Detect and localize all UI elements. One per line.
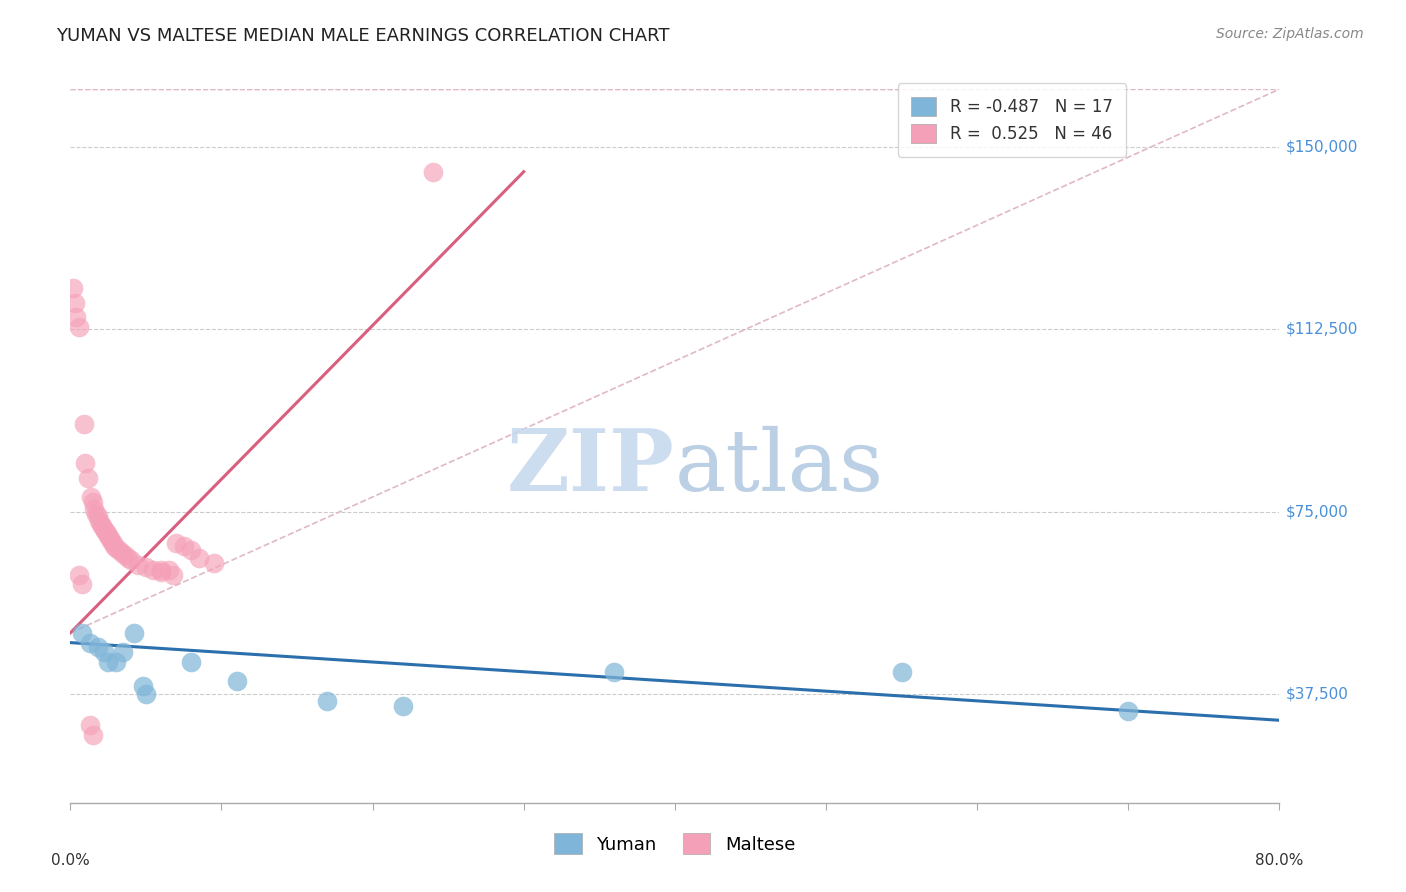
Point (422, 165, 444, 179)
Point (91, 519, 114, 533)
Text: ZIP: ZIP (508, 425, 675, 509)
Text: 0.0%: 0.0% (51, 853, 90, 868)
Point (165, 536, 187, 550)
Point (202, 556, 225, 570)
Point (180, 543, 202, 558)
Point (316, 694, 339, 708)
Text: 80.0%: 80.0% (1256, 853, 1303, 868)
Point (1116, 704, 1139, 718)
Point (103, 539, 125, 553)
Point (104, 655, 127, 669)
Point (117, 550, 139, 565)
Point (86, 640, 108, 655)
Point (82, 495, 104, 509)
Point (84, 507, 107, 521)
Point (107, 543, 129, 558)
Point (135, 687, 157, 701)
Point (73, 417, 96, 432)
Point (93, 522, 115, 536)
Point (79, 635, 101, 649)
Point (94, 524, 117, 538)
Point (127, 558, 149, 572)
Point (162, 567, 184, 582)
Point (63, 295, 86, 310)
Text: YUMAN VS MALTESE MEDIAN MALE EARNINGS CORRELATION CHART: YUMAN VS MALTESE MEDIAN MALE EARNINGS CO… (56, 27, 669, 45)
Text: $112,500: $112,500 (1285, 322, 1358, 337)
Point (96, 526, 118, 541)
Point (100, 533, 122, 548)
Point (225, 674, 247, 689)
Point (187, 550, 209, 565)
Point (112, 645, 135, 659)
Point (150, 563, 172, 577)
Text: $75,000: $75,000 (1285, 504, 1348, 519)
Point (104, 541, 127, 555)
Point (122, 626, 145, 640)
Point (97, 655, 120, 669)
Point (87, 514, 110, 528)
Point (120, 553, 142, 567)
Text: atlas: atlas (675, 425, 884, 509)
Text: $150,000: $150,000 (1285, 140, 1358, 155)
Legend: Yuman, Maltese: Yuman, Maltese (547, 826, 803, 862)
Point (603, 665, 626, 679)
Point (67, 320, 90, 334)
Point (83, 502, 105, 516)
Point (82, 728, 104, 742)
Point (142, 563, 165, 577)
Point (93, 645, 115, 659)
Point (173, 539, 195, 553)
Point (80, 490, 103, 504)
Point (157, 563, 180, 577)
Point (72, 577, 94, 591)
Point (111, 546, 134, 560)
Point (72, 626, 94, 640)
Point (391, 698, 415, 713)
Point (90, 516, 111, 531)
Point (75, 456, 97, 470)
Point (150, 565, 172, 579)
Point (67, 567, 90, 582)
Text: Source: ZipAtlas.com: Source: ZipAtlas.com (1216, 27, 1364, 41)
Text: $37,500: $37,500 (1285, 686, 1348, 701)
Point (98, 531, 121, 545)
Point (77, 470, 100, 484)
Point (890, 665, 912, 679)
Point (62, 281, 84, 295)
Point (114, 548, 136, 562)
Point (79, 718, 101, 732)
Point (135, 560, 157, 574)
Point (65, 310, 87, 325)
Point (132, 679, 155, 693)
Point (180, 655, 202, 669)
Point (97, 529, 120, 543)
Point (101, 536, 124, 550)
Point (86, 509, 108, 524)
